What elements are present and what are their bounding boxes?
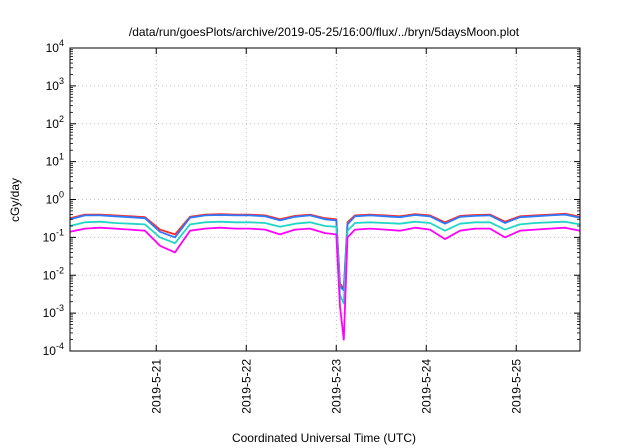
- x-tick-label: 2019-5-24: [419, 359, 433, 414]
- y-tick-label: 10-1: [43, 227, 64, 244]
- plot-lines: [69, 212, 581, 341]
- series-line-4: [69, 226, 581, 341]
- y-tick-label: 10-2: [43, 265, 64, 282]
- x-axis-label: Coordinated Universal Time (UTC): [232, 431, 416, 445]
- x-tick-label: 2019-5-22: [239, 359, 253, 414]
- y-tick-label: 10-4: [43, 341, 64, 358]
- y-tick-label: 103: [46, 76, 64, 93]
- y-tick-label: 102: [46, 114, 64, 131]
- x-tick-label: 2019-5-25: [509, 359, 523, 414]
- y-axis: 10-4 10-3 10-2 10-1 100 101 102 103 104: [43, 38, 580, 358]
- chart-title: /data/run/goesPlots/archive/2019-05-25/1…: [129, 25, 520, 39]
- y-tick-label: 100: [46, 190, 64, 207]
- x-tick-label: 2019-5-21: [149, 359, 163, 414]
- x-axis: 2019-5-21 2019-5-22 2019-5-23 2019-5-24 2019…: [149, 48, 523, 414]
- y-tick-label: 10-3: [43, 303, 64, 320]
- grid: [70, 48, 580, 351]
- y-tick-label: 101: [46, 152, 64, 169]
- y-axis-label: cGy/day: [8, 178, 22, 222]
- x-tick-label: 2019-5-23: [329, 359, 343, 414]
- y-tick-label: 104: [46, 38, 64, 55]
